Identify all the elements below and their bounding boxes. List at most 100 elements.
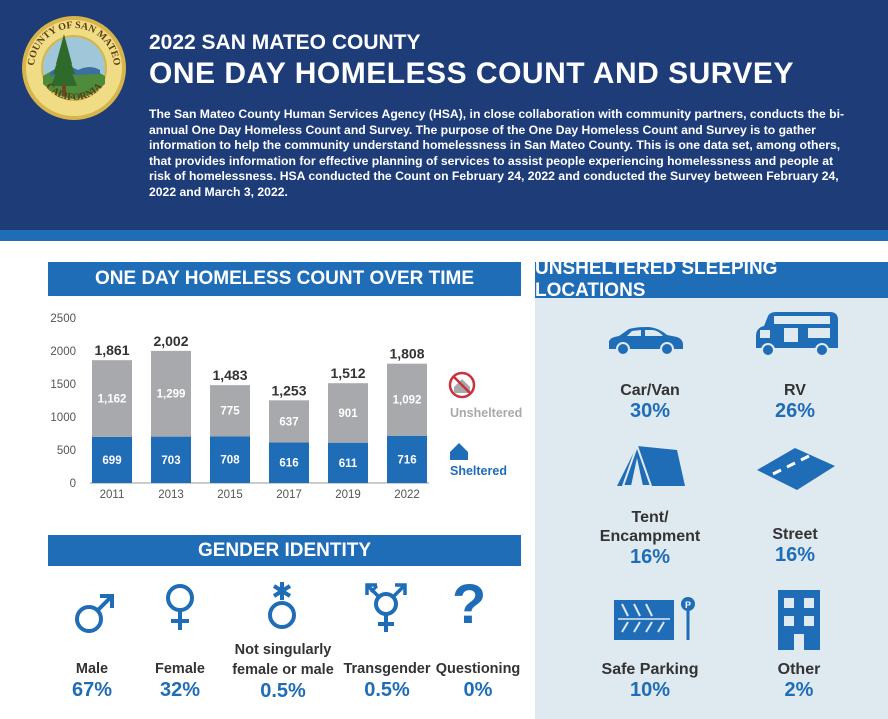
gender-male: Male 67%: [52, 659, 132, 702]
location-percent: 2%: [784, 679, 814, 701]
bar-unsheltered: [151, 350, 191, 437]
gender-label-line1: Not singularly: [234, 642, 332, 658]
location-label: Car/Van: [620, 382, 680, 399]
parking-icon: P: [614, 597, 695, 640]
x-tick-label: 2017: [276, 489, 302, 501]
bar-sheltered: [151, 436, 191, 483]
bar-label-sheltered: 716: [397, 454, 416, 466]
location-percent: 30%: [629, 400, 671, 422]
gender-female: Female 32%: [140, 659, 220, 702]
gender-percent: 0.5%: [364, 679, 410, 701]
location-label: Other: [777, 661, 821, 678]
x-tick-label: 2022: [394, 489, 420, 501]
tent-icon: [617, 444, 685, 487]
gender-questioning: Questioning 0%: [432, 659, 524, 702]
building-icon: [778, 590, 820, 650]
bar-unsheltered: [328, 383, 368, 443]
bar-total-label: 1,253: [271, 382, 306, 398]
county-seal-logo: COUNTY OF SAN MATEO CALIFORNIA: [22, 16, 126, 120]
bar-label-sheltered: 611: [339, 458, 358, 470]
nonbinary-icon: [268, 582, 296, 629]
bar-label-sheltered: 616: [279, 458, 298, 470]
legend-sheltered-label: Sheltered: [450, 464, 507, 478]
location-label-line1: Tent/: [631, 509, 669, 526]
bar-sheltered: [92, 436, 132, 483]
gender-label: Questioning: [435, 661, 521, 677]
x-tick-label: 2019: [335, 489, 361, 501]
location-percent: 16%: [629, 546, 671, 568]
bar-label-unsheltered: 637: [279, 416, 298, 428]
y-tick-label: 500: [57, 445, 76, 457]
y-tick-label: 0: [70, 478, 76, 490]
x-tick-label: 2011: [100, 489, 125, 501]
location-other: Other 2%: [724, 660, 874, 702]
rv-icon: [756, 312, 838, 357]
count-section-title: ONE DAY HOMELESS COUNT OVER TIME: [48, 262, 521, 296]
bar-sheltered: [269, 442, 309, 483]
bar-label-sheltered: 703: [161, 455, 180, 467]
location-percent: 16%: [774, 544, 816, 566]
location-safe-parking: Safe Parking 10%: [575, 660, 725, 702]
y-tick-label: 2000: [50, 346, 76, 358]
header-banner: COUNTY OF SAN MATEO CALIFORNIA 2022 SAN …: [0, 0, 888, 230]
location-percent: 26%: [774, 400, 816, 422]
location-rv: RV 26%: [720, 381, 870, 423]
car-icon: [609, 327, 683, 356]
bar-sheltered: [210, 436, 250, 483]
bar-total-label: 1,808: [389, 346, 424, 362]
gender-label-line2: female or male: [232, 662, 334, 678]
gender-label: Transgender: [343, 661, 431, 677]
location-label-line2: Encampment: [599, 528, 701, 545]
locations-section-title: UNSHELTERED SLEEPING LOCATIONS: [535, 258, 888, 301]
gender-label: Female: [155, 661, 205, 677]
header-stripe: [0, 230, 888, 241]
bar-sheltered: [387, 435, 427, 483]
question-mark-icon: ?: [452, 572, 487, 635]
page-title: ONE DAY HOMELESS COUNT AND SURVEY: [149, 57, 794, 90]
bar-unsheltered: [92, 360, 132, 437]
gender-percent: 0%: [463, 679, 493, 701]
x-tick-label: 2013: [158, 489, 184, 501]
legend-unsheltered-label: Unsheltered: [450, 406, 522, 420]
location-percent: 10%: [629, 679, 671, 701]
bar-label-unsheltered: 1,092: [393, 395, 422, 407]
gender-transgender: Transgender 0.5%: [341, 659, 433, 702]
no-shelter-icon: [448, 371, 476, 399]
house-icon: [450, 443, 468, 460]
bar-label-unsheltered: 1,299: [157, 389, 186, 401]
street-icon: [757, 448, 835, 490]
bar-label-unsheltered: 901: [338, 408, 358, 420]
intro-paragraph: The San Mateo County Human Services Agen…: [149, 107, 845, 199]
location-label: Safe Parking: [601, 661, 699, 678]
location-tent: Tent/ Encampment 16%: [575, 508, 725, 569]
bar-unsheltered: [269, 400, 309, 443]
homeless-count-chart: 0 500 1000 1500 2000 2500 699 1,162 1,861 2011 703…: [50, 313, 522, 501]
bar-unsheltered: [387, 363, 427, 436]
x-tick-label: 2015: [217, 489, 243, 501]
gender-percent: 32%: [159, 679, 201, 701]
bar-sheltered: [328, 442, 368, 483]
page-subtitle: 2022 SAN MATEO COUNTY: [149, 31, 421, 54]
gender-label: Male: [75, 661, 109, 677]
bar-label-unsheltered: 775: [220, 406, 240, 418]
bar-total-label: 1,512: [330, 365, 365, 381]
male-icon: [75, 594, 114, 633]
y-tick-label: 2500: [50, 313, 76, 325]
bar-label-sheltered: 708: [220, 455, 240, 467]
bar-label-sheltered: 699: [102, 455, 121, 467]
bar-label-unsheltered: 1,162: [98, 394, 127, 406]
gender-section-title: GENDER IDENTITY: [48, 535, 521, 566]
gender-percent: 67%: [71, 679, 113, 701]
transgender-icon: [365, 583, 407, 632]
y-tick-label: 1500: [50, 379, 76, 391]
bar-total-label: 2,002: [153, 333, 188, 349]
location-car: Car/Van 30%: [575, 381, 725, 423]
female-icon: [166, 584, 194, 630]
location-label: Street: [772, 526, 818, 543]
svg-text:P: P: [685, 600, 691, 610]
y-tick-label: 1000: [50, 412, 76, 424]
gender-percent: 0.5%: [260, 680, 306, 702]
gender-nonbinary: Not singularly female or male 0.5%: [228, 640, 338, 703]
location-street: Street 16%: [720, 525, 870, 567]
bar-unsheltered: [210, 385, 250, 437]
